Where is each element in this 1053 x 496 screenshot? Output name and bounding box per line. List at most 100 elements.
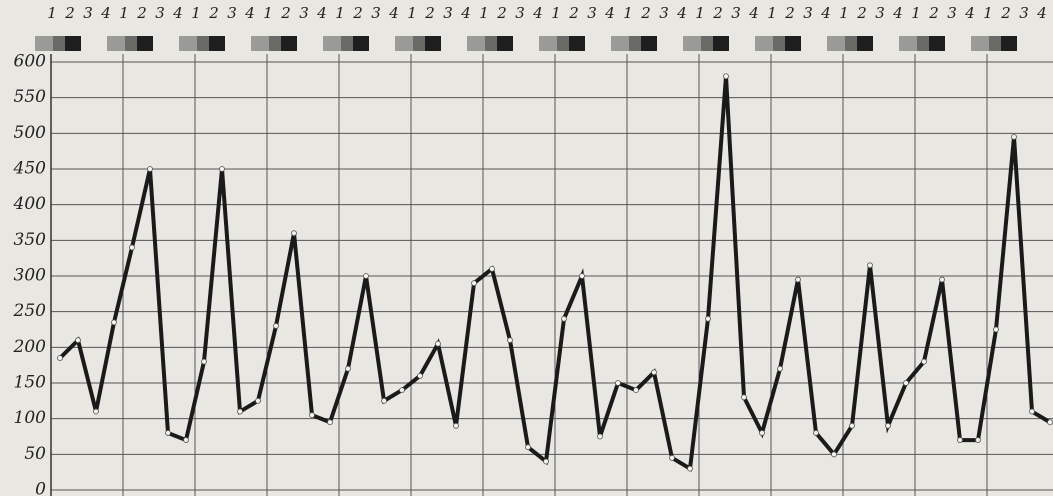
data-point: [886, 423, 891, 428]
data-point: [1030, 409, 1035, 414]
x-tick-label: 4: [676, 4, 687, 22]
data-point: [436, 341, 441, 346]
data-point: [418, 373, 423, 378]
data-point: [94, 409, 99, 414]
header-box: [65, 36, 81, 51]
x-tick-label: 4: [604, 4, 615, 22]
x-tick-label: 3: [515, 4, 525, 22]
x-tick-label: 4: [532, 4, 543, 22]
x-tick-label: 2: [1000, 4, 1011, 22]
x-tick-label: 2: [784, 4, 795, 22]
data-point: [940, 277, 945, 282]
chart: 0501001502002503003504004505005506001234…: [0, 0, 1053, 496]
x-tick-label: 3: [443, 4, 453, 22]
header-box: [827, 36, 845, 51]
data-point: [400, 388, 405, 393]
x-tick-label: 1: [263, 4, 273, 22]
data-point: [472, 281, 477, 286]
data-point: [922, 359, 927, 364]
x-tick-label: 1: [119, 4, 129, 22]
x-tick-label: 2: [424, 4, 435, 22]
x-tick-label: 3: [155, 4, 165, 22]
data-point: [202, 359, 207, 364]
y-tick-label: 150: [14, 373, 47, 393]
header-box: [929, 36, 945, 51]
y-tick-label: 50: [24, 444, 46, 464]
x-tick-label: 4: [748, 4, 759, 22]
data-point: [706, 316, 711, 321]
header-box: [53, 36, 65, 51]
x-tick-label: 2: [208, 4, 219, 22]
header-box: [917, 36, 929, 51]
x-tick-label: 4: [892, 4, 903, 22]
data-point: [508, 338, 513, 343]
header-box: [269, 36, 281, 51]
x-tick-label: 3: [731, 4, 741, 22]
x-tick-label: 2: [280, 4, 291, 22]
x-tick-label: 4: [172, 4, 183, 22]
x-tick-label: 3: [371, 4, 381, 22]
x-tick-label: 2: [136, 4, 147, 22]
x-tick-label: 4: [820, 4, 831, 22]
y-tick-label: 600: [14, 52, 47, 72]
header-box: [1001, 36, 1017, 51]
header-box: [557, 36, 569, 51]
data-point: [958, 438, 963, 443]
x-tick-label: 3: [659, 4, 669, 22]
header-box: [497, 36, 513, 51]
data-point: [1048, 420, 1053, 425]
y-tick-label: 500: [14, 123, 47, 143]
x-tick-label: 4: [244, 4, 255, 22]
header-box: [395, 36, 413, 51]
header-box: [485, 36, 497, 51]
data-point: [328, 420, 333, 425]
data-point: [58, 356, 63, 361]
data-point: [994, 327, 999, 332]
header-box: [569, 36, 585, 51]
background: [0, 0, 1053, 496]
data-point: [256, 398, 261, 403]
y-tick-label: 100: [14, 408, 47, 428]
x-tick-label: 2: [568, 4, 579, 22]
data-point: [274, 323, 279, 328]
x-tick-label: 1: [623, 4, 633, 22]
x-tick-label: 1: [479, 4, 489, 22]
y-tick-label: 200: [13, 337, 47, 357]
data-point: [130, 245, 135, 250]
header-box: [125, 36, 137, 51]
x-tick-label: 1: [983, 4, 993, 22]
header-box: [413, 36, 425, 51]
y-tick-label: 350: [14, 230, 47, 250]
data-point: [148, 167, 153, 172]
data-point: [904, 381, 909, 386]
x-tick-label: 1: [911, 4, 921, 22]
data-point: [454, 423, 459, 428]
x-tick-label: 3: [227, 4, 237, 22]
header-box: [857, 36, 873, 51]
data-point: [652, 370, 657, 375]
header-box: [179, 36, 197, 51]
x-tick-label: 4: [316, 4, 327, 22]
data-point: [850, 423, 855, 428]
data-point: [832, 452, 837, 457]
x-tick-label: 1: [839, 4, 849, 22]
x-tick-label: 2: [352, 4, 363, 22]
data-point: [976, 438, 981, 443]
data-point: [310, 413, 315, 418]
x-tick-label: 4: [964, 4, 975, 22]
data-point: [868, 263, 873, 268]
data-point: [598, 434, 603, 439]
header-box: [209, 36, 225, 51]
x-tick-label: 4: [460, 4, 471, 22]
data-point: [238, 409, 243, 414]
data-point: [184, 438, 189, 443]
data-point: [760, 430, 765, 435]
header-box: [611, 36, 629, 51]
header-box: [989, 36, 1001, 51]
data-point: [742, 395, 747, 400]
data-point: [1012, 134, 1017, 139]
data-point: [220, 167, 225, 172]
data-point: [526, 445, 531, 450]
header-box: [251, 36, 269, 51]
x-tick-label: 4: [1036, 4, 1047, 22]
